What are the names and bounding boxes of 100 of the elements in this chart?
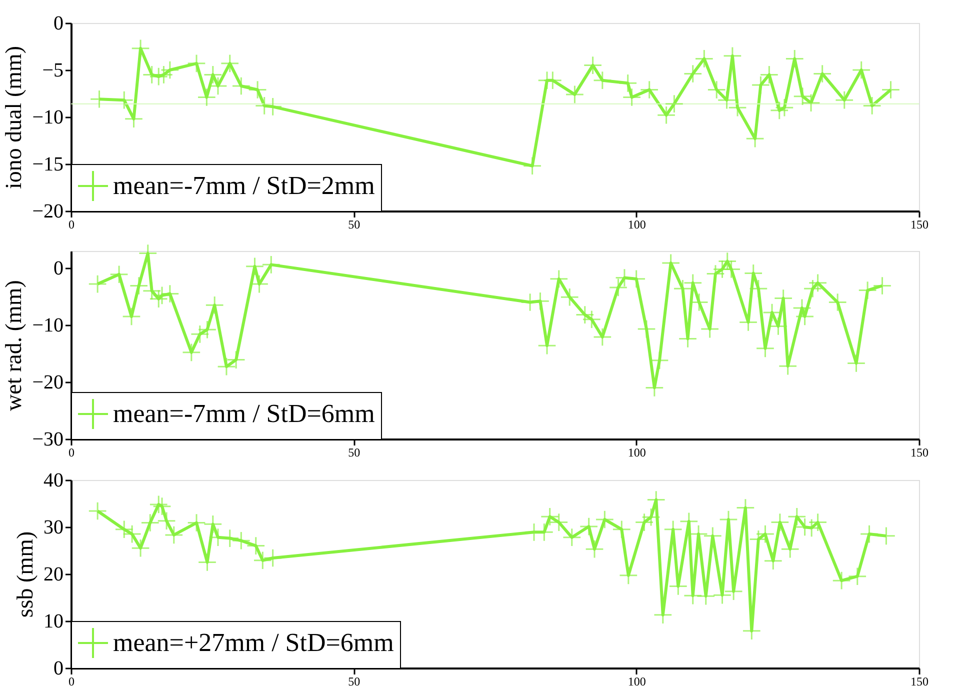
point <box>131 38 150 58</box>
point <box>718 252 737 271</box>
point <box>881 80 900 100</box>
point <box>619 566 638 585</box>
point <box>530 292 550 311</box>
y-tick-label: −20 <box>32 200 64 222</box>
point <box>808 512 828 532</box>
point <box>217 357 236 376</box>
point <box>683 273 702 292</box>
point <box>187 54 206 73</box>
point <box>642 508 660 527</box>
point <box>608 278 628 297</box>
y-tick-label: 30 <box>44 516 64 538</box>
point <box>762 303 782 322</box>
point <box>683 64 702 84</box>
point <box>802 518 821 538</box>
point <box>595 510 614 529</box>
point <box>262 255 281 274</box>
point <box>263 97 282 116</box>
point <box>862 96 882 116</box>
point <box>122 524 142 544</box>
point <box>775 98 794 118</box>
x-tick-label: 50 <box>348 218 360 232</box>
y-tick-label: −5 <box>42 60 64 82</box>
point <box>154 65 174 84</box>
y-axis-title: wet rad. (mm) <box>1 280 26 411</box>
x-tick-label: 0 <box>68 674 74 688</box>
point <box>232 76 251 96</box>
point <box>780 540 800 558</box>
point <box>124 109 144 128</box>
point <box>706 264 725 284</box>
point <box>593 70 612 90</box>
x-tick-label: 100 <box>628 218 646 232</box>
point <box>226 350 246 370</box>
point <box>560 288 580 307</box>
point <box>232 531 251 550</box>
point <box>253 550 272 570</box>
y-tick-label: −10 <box>32 106 64 128</box>
point <box>149 495 168 514</box>
point <box>138 244 158 263</box>
y-tick-label: 10 <box>44 610 64 632</box>
x-tick-label: 150 <box>910 674 928 688</box>
point <box>140 513 160 532</box>
x-tick-label: 0 <box>68 218 74 232</box>
point <box>764 551 783 570</box>
point <box>583 56 602 75</box>
y-axis-title: iono dual (mm) <box>1 46 26 190</box>
point <box>673 279 692 298</box>
legend-label: mean=+27mm / StD=6mm <box>113 628 394 657</box>
point <box>160 60 180 80</box>
point <box>618 74 638 93</box>
point <box>543 70 562 90</box>
point <box>756 524 775 544</box>
point <box>88 502 107 520</box>
point <box>622 88 642 107</box>
point <box>832 571 851 590</box>
point <box>565 85 584 104</box>
point <box>246 536 266 556</box>
point <box>770 512 790 532</box>
point <box>634 512 654 532</box>
point <box>656 106 676 125</box>
point <box>876 526 896 546</box>
point <box>131 538 150 558</box>
point <box>749 279 768 298</box>
point <box>792 298 812 318</box>
point <box>187 513 206 532</box>
point <box>263 548 282 568</box>
point <box>744 264 763 283</box>
point <box>190 324 210 344</box>
point <box>746 129 764 148</box>
point <box>157 511 176 530</box>
point <box>197 88 216 107</box>
point <box>700 320 720 338</box>
x-tick-label: 100 <box>628 674 646 688</box>
point <box>110 264 128 284</box>
y-tick-label: −15 <box>32 154 64 176</box>
y-tick-label: −20 <box>32 372 64 394</box>
x-tick-label: 50 <box>348 674 360 688</box>
point <box>852 60 871 80</box>
point <box>640 80 659 100</box>
y-tick-label: −10 <box>32 314 64 337</box>
x-tick-label: 0 <box>68 446 74 460</box>
point <box>612 520 632 539</box>
x-tick-label: 50 <box>348 446 360 460</box>
point <box>626 270 646 288</box>
point <box>808 273 828 292</box>
x-tick-label: 100 <box>628 446 646 460</box>
point <box>846 354 866 373</box>
point <box>860 524 879 544</box>
point <box>205 296 224 315</box>
point <box>803 279 822 298</box>
point <box>694 49 714 68</box>
point <box>562 528 582 547</box>
point <box>834 90 854 110</box>
point <box>872 276 892 296</box>
x-tick-label: 150 <box>910 446 928 460</box>
y-tick-label: −30 <box>32 428 64 450</box>
point <box>164 526 184 544</box>
legend-label: mean=-7mm / StD=6mm <box>113 399 375 428</box>
point <box>661 254 680 272</box>
